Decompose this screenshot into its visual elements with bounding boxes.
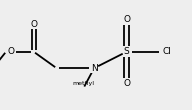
- Text: O: O: [123, 15, 130, 24]
- Text: Cl: Cl: [163, 47, 171, 56]
- Text: S: S: [124, 47, 130, 56]
- Text: O: O: [123, 79, 130, 88]
- Text: N: N: [91, 64, 98, 73]
- Text: methyl: methyl: [73, 81, 94, 86]
- Text: O: O: [7, 47, 14, 56]
- Text: O: O: [30, 20, 37, 29]
